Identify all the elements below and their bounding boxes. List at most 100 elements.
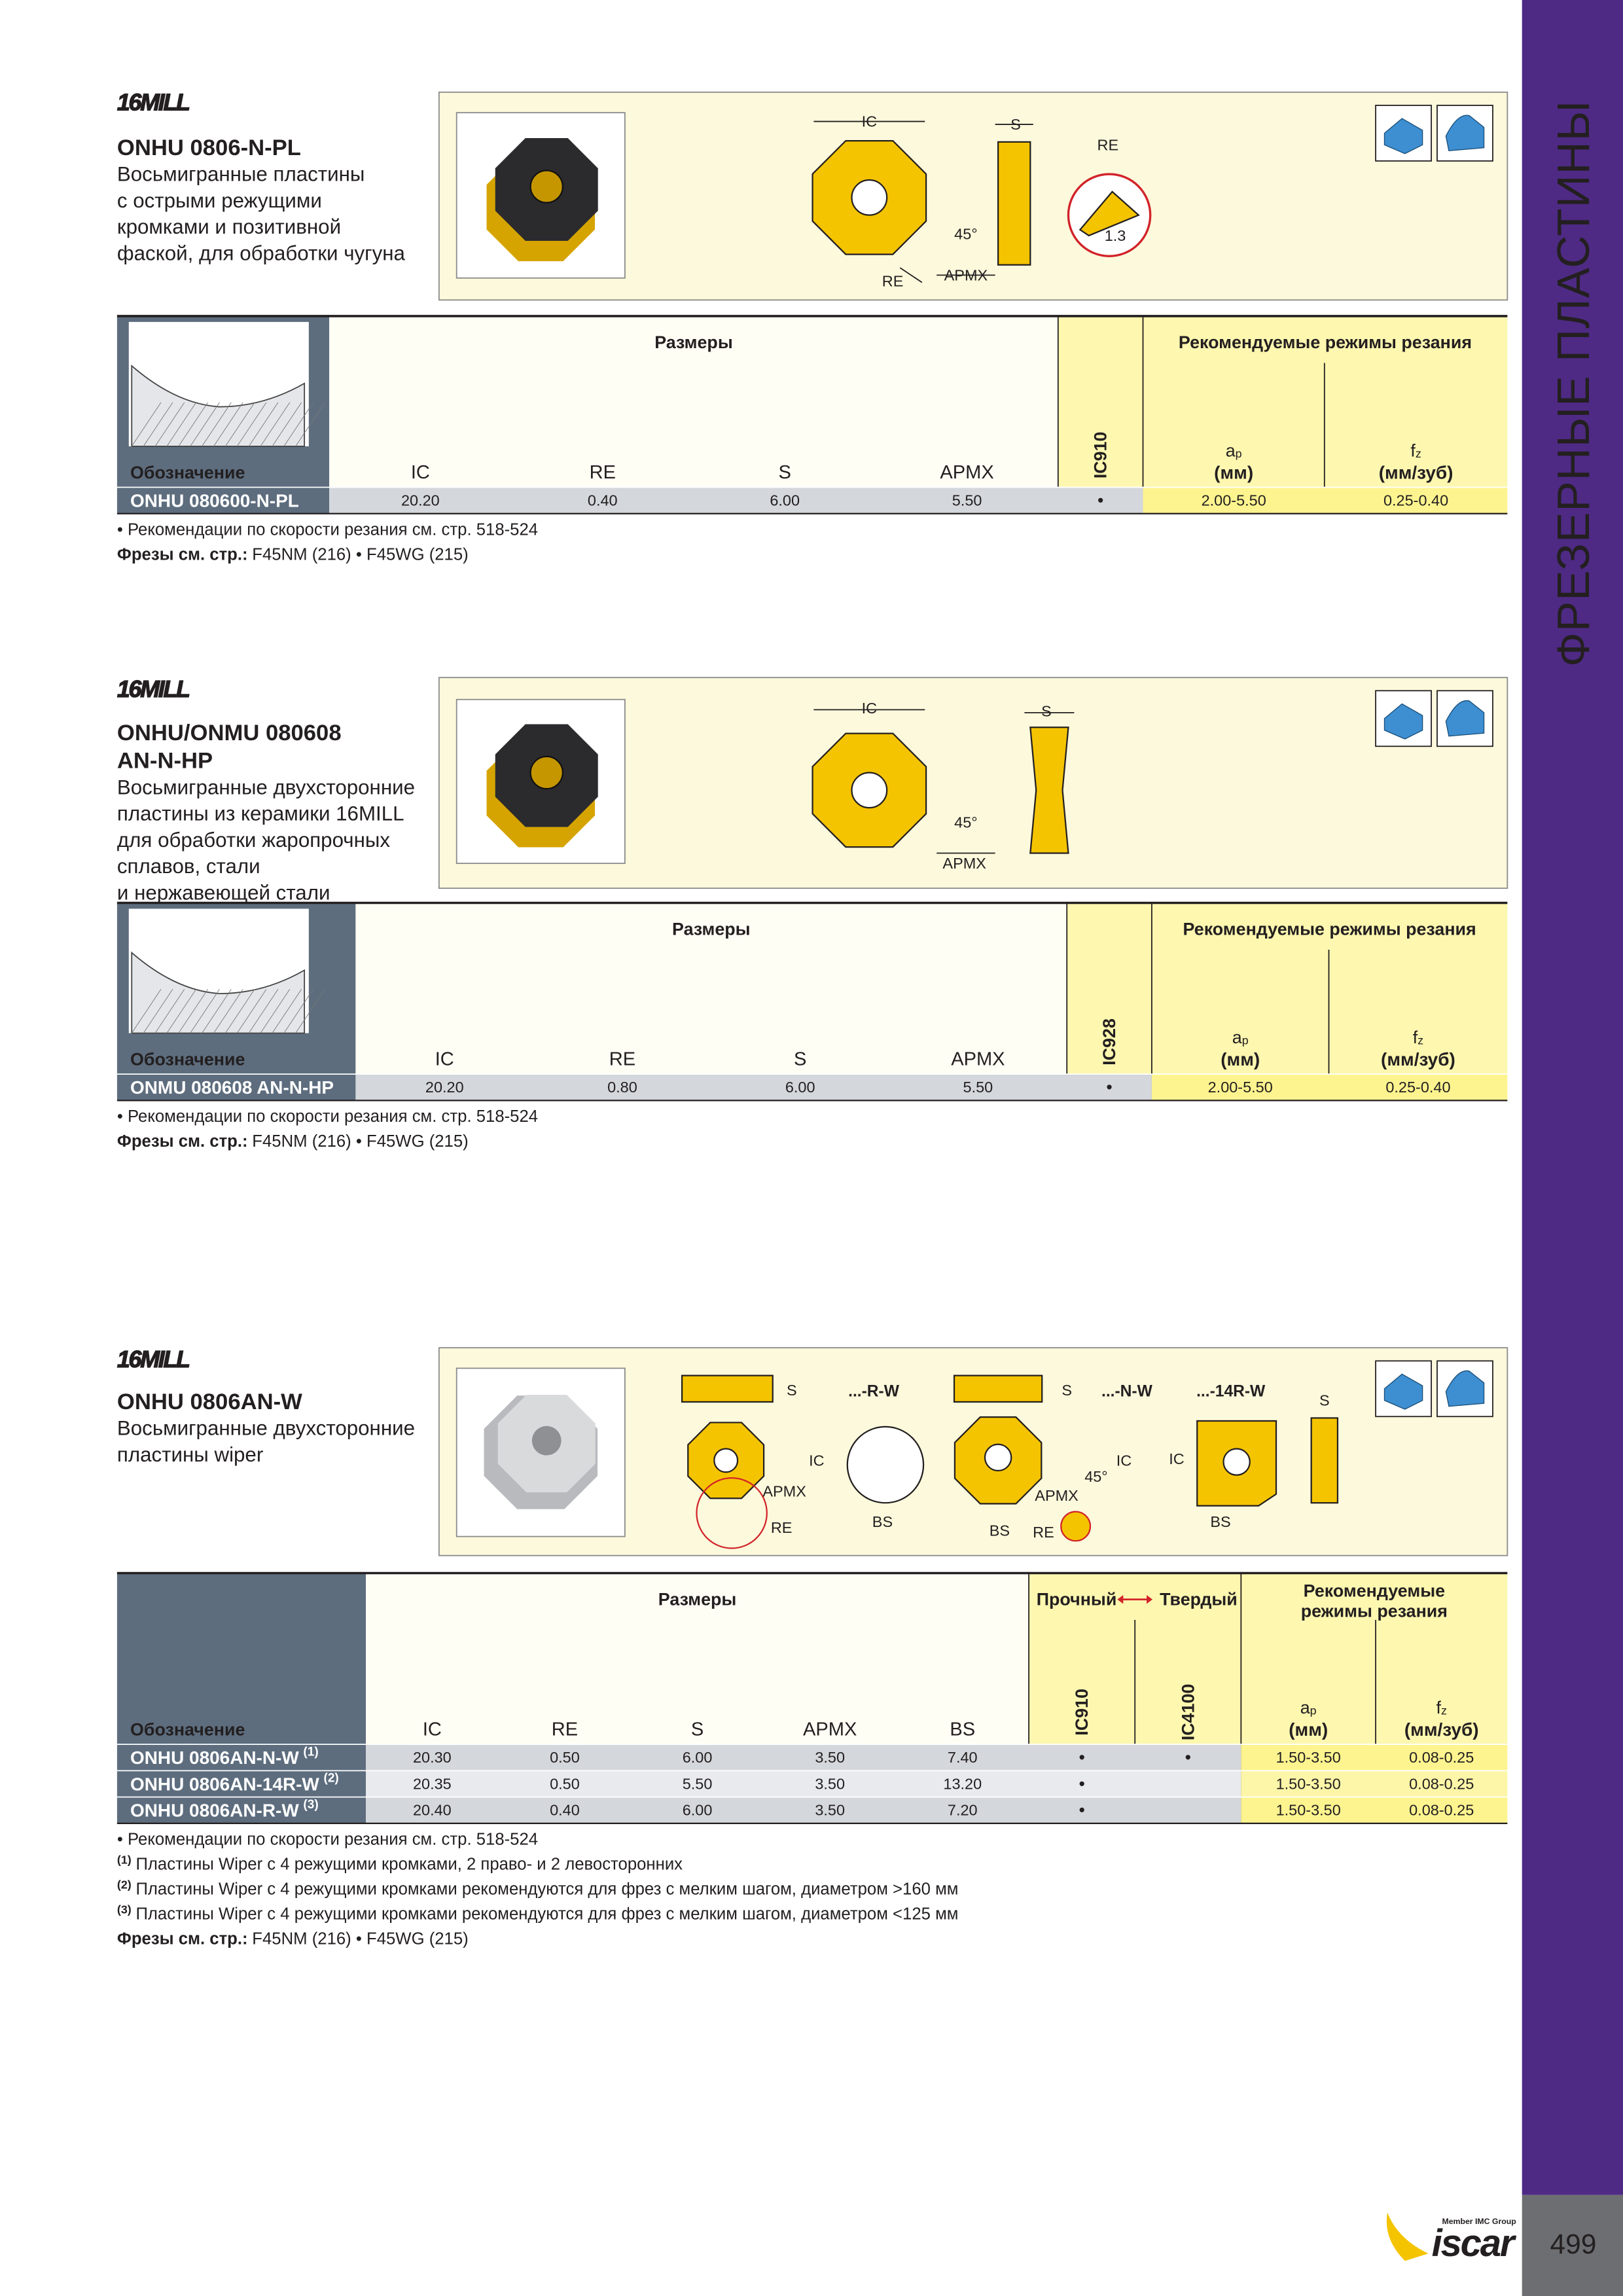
row-designation: ONHU 0806AN-14R-W (2) (130, 1771, 339, 1794)
profile-hatch-line (260, 402, 291, 447)
note: • Рекомендации по скорости резания см. с… (117, 1107, 538, 1126)
grade-mark: • (1097, 491, 1103, 511)
dim-value: 5.50 (683, 1775, 713, 1792)
dim-value: 0.50 (550, 1749, 580, 1766)
diagram-label: S (787, 1382, 797, 1399)
product-description: для обработки жаропрочных (117, 829, 391, 852)
logo-brand: iscar (1432, 2222, 1517, 2265)
insert-hole (984, 1443, 1012, 1472)
product-description: Восьмигранные пластины (117, 163, 365, 186)
diagram-label: S (1319, 1392, 1330, 1409)
row-cutting-cell (1151, 1074, 1508, 1101)
profile-hatch-line (131, 989, 162, 1033)
cutting-symbol-main: a (1226, 441, 1236, 461)
dims-header: Размеры (658, 1590, 737, 1609)
note-text: Пластины Wiper с 4 режущими кромками, 2 … (135, 1855, 683, 1873)
insert-hole (1222, 1448, 1251, 1476)
profile-hatch-line (213, 402, 243, 447)
designation-text: ONHU 0806AN-14R-W (130, 1774, 319, 1794)
dim-value: 6.00 (770, 492, 800, 509)
cutting-value: 2.00-5.50 (1202, 492, 1266, 509)
profile-hatch-line (248, 989, 279, 1033)
dim-value: 3.50 (815, 1802, 845, 1819)
cutting-symbol: ap (1300, 1698, 1317, 1717)
diagram-label: IC (862, 700, 878, 717)
row-designation: ONHU 0806AN-N-W (1) (130, 1745, 319, 1768)
row-designation-cell (116, 1074, 356, 1101)
note-text: • Рекомендации по скорости резания см. с… (117, 1830, 538, 1848)
insert-hole (851, 179, 888, 216)
profile-hatch-line (154, 989, 185, 1033)
cutting-unit: (мм) (1214, 463, 1253, 483)
dim-column-header: APMX (803, 1719, 857, 1740)
row-designation-cell (116, 1770, 366, 1797)
profile-hatch (131, 364, 306, 447)
profile-hatch-line (283, 989, 313, 1033)
page-number: 499 (1550, 2229, 1597, 2260)
dim-column-header: APMX (951, 1049, 1005, 1070)
dim-column-header: RE (609, 1049, 635, 1070)
dims-header: Размеры (672, 920, 751, 939)
profile-hatch-line (283, 402, 313, 447)
row-dims-cell (329, 487, 1143, 514)
operation-icon-shape (1383, 703, 1423, 740)
row-cutting-cell (1241, 1797, 1508, 1823)
insert-photo-hole (531, 1426, 562, 1456)
product-description: Восьмигранные двухсторонние (117, 1417, 415, 1440)
dims-header: Размеры (654, 332, 733, 352)
logo-member: Member IMC Group (1442, 2217, 1516, 2226)
cutting-value: 1.50-3.50 (1276, 1775, 1341, 1792)
row-dims-cell (366, 1797, 1241, 1823)
diagram-label: 45° (954, 814, 978, 831)
note: (1) Пластины Wiper с 4 режущими кромками,… (117, 1854, 683, 1874)
designation-text: ONHU 0806AN-R-W (130, 1800, 299, 1820)
cutting-header: Рекомендуемые режимы резания (1179, 332, 1472, 352)
profile-hatch-line (236, 402, 267, 447)
note: (2) Пластины Wiper с 4 режущими кромками … (117, 1878, 959, 1899)
table-header-cutting (1151, 903, 1508, 1075)
cutting-symbol-sub: p (1242, 1034, 1249, 1047)
grade-mark: • (1079, 1774, 1084, 1793)
dim-value: 5.50 (963, 1079, 993, 1096)
cutting-value: 0.08-0.25 (1409, 1775, 1474, 1792)
cutting-symbol: fz (1410, 441, 1421, 461)
profile-hatch-line (225, 402, 255, 447)
profile-hatch-line (260, 989, 291, 1033)
diagram-label: BS (872, 1513, 893, 1530)
note-ref: (3) (117, 1903, 132, 1916)
product-title: ONHU/ONMU 080608 (117, 721, 342, 745)
diagram-label: BS (990, 1522, 1010, 1539)
cutting-symbol-sub: p (1310, 1704, 1317, 1717)
dim-value: 0.80 (607, 1079, 637, 1096)
diagram-label: IC (1116, 1452, 1132, 1469)
cutting-value: 2.00-5.50 (1208, 1079, 1273, 1096)
designation-header: Обозначение (130, 1720, 245, 1740)
brand-logo: 16MILL (117, 676, 189, 702)
row-designation-cell (116, 1797, 366, 1823)
designation-note: (1) (303, 1745, 318, 1759)
operation-icon-shape (1445, 115, 1485, 152)
table-header-dims (329, 315, 1058, 488)
table-header-cutting (1143, 315, 1508, 488)
cutting-value: 0.25-0.40 (1383, 492, 1448, 509)
dim-column-header: APMX (940, 462, 993, 483)
cutting-symbol-sub: p (1236, 447, 1242, 460)
dim-column-header: RE (590, 462, 616, 483)
cutters-ref: Фрезы см. стр.: F45NM (216) • F45WG (215) (117, 1929, 469, 1948)
cutters-label: Фрезы см. стр.: (117, 1929, 248, 1948)
product-description: кромками и позитивной (117, 215, 341, 238)
logo-swoosh (1386, 2212, 1429, 2261)
diagram-label: BS (1210, 1513, 1230, 1530)
profile-hatch-line (236, 989, 267, 1033)
insert-side (953, 1374, 1043, 1403)
product-description: пластины wiper (117, 1443, 263, 1466)
profile-hatch-line (248, 402, 279, 447)
detail-circle (1060, 1511, 1092, 1542)
diagram-label: IC (809, 1452, 825, 1469)
cutting-header: Рекомендуемые (1304, 1581, 1445, 1600)
profile-hatch-line (295, 989, 325, 1033)
row-cutting-cell (1241, 1770, 1508, 1797)
operation-icon-shape (1383, 118, 1423, 154)
cutting-unit: (мм) (1221, 1049, 1260, 1069)
profile-hatch-line (225, 989, 255, 1033)
